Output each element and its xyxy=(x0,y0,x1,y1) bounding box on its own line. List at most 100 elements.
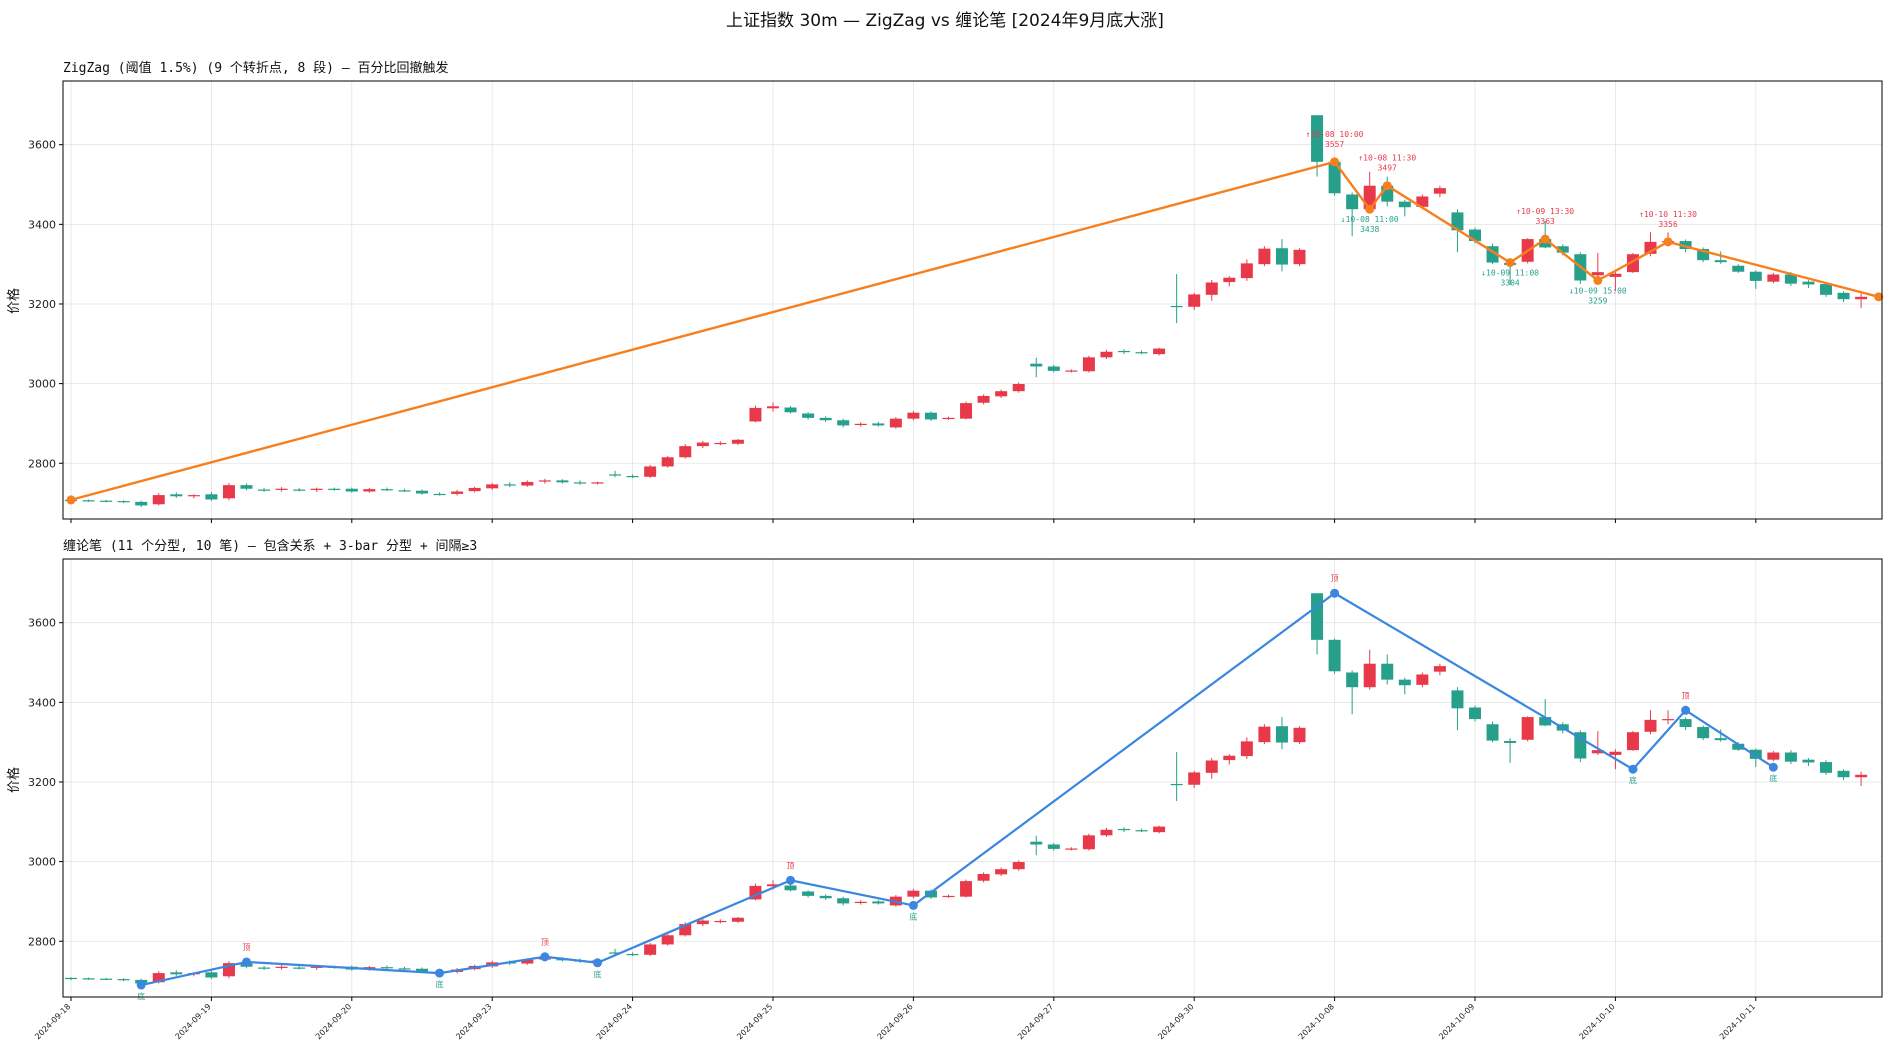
candle-body xyxy=(1065,848,1078,850)
candle-body xyxy=(1732,743,1745,750)
candle-body xyxy=(626,953,639,956)
candle-body xyxy=(1679,719,1692,728)
candle-body xyxy=(1328,639,1341,672)
zigzag-pivot-point xyxy=(1540,234,1550,244)
candle-body xyxy=(679,446,692,458)
x-tick-label: 2024-09-23 xyxy=(454,1002,493,1041)
candle-body xyxy=(749,407,762,422)
y-tick-label: 3000 xyxy=(28,378,56,391)
candle-body xyxy=(1012,384,1025,392)
zigzag-pivot-price-label: 3557 xyxy=(1325,140,1344,149)
candle-body xyxy=(1539,717,1552,726)
candle-body xyxy=(1100,829,1113,836)
candle-body xyxy=(1381,663,1394,680)
candle-body xyxy=(1398,679,1411,686)
bi-panel-title: 缠论笔 (11 个分型, 10 笔) — 包含关系 + 3-bar 分型 + 间… xyxy=(63,538,477,554)
zigzag-pivot-price-label: 3259 xyxy=(1588,296,1607,305)
candle-body xyxy=(872,423,885,426)
candle-body xyxy=(1697,727,1710,739)
zigzag-panel-title: ZigZag (阈值 1.5%) (9 个转折点, 8 段) — 百分比回撤触发 xyxy=(63,60,449,76)
candle-body xyxy=(100,500,113,502)
x-tick-label: 2024-09-26 xyxy=(876,1002,915,1041)
candle-body xyxy=(1433,188,1446,194)
candle-body xyxy=(626,475,639,478)
candle-body xyxy=(363,489,376,492)
candle-body xyxy=(591,482,604,484)
candle-body xyxy=(1363,663,1376,688)
candle-body xyxy=(1609,751,1622,755)
bottom-fractal-label: 底 xyxy=(1629,775,1637,785)
candle-body xyxy=(1644,719,1657,732)
zigzag-pivot-time-label: ↑10-08 10:00 xyxy=(1306,130,1364,139)
candle-body xyxy=(1118,350,1130,353)
candle-body xyxy=(1258,248,1271,265)
candle-body xyxy=(416,490,428,494)
candle-body xyxy=(977,395,990,403)
candle-body xyxy=(889,418,902,428)
bi-fractal-point xyxy=(1628,764,1638,774)
candle-body xyxy=(784,407,797,413)
candle-body xyxy=(152,973,165,983)
zigzag-pivot-point xyxy=(1365,204,1375,214)
candle-body xyxy=(293,489,306,491)
candle-body xyxy=(1082,835,1095,850)
candle-body xyxy=(1223,277,1236,283)
candle-body xyxy=(1714,738,1727,741)
candle-body xyxy=(942,895,955,898)
candle-body xyxy=(1223,755,1236,761)
candle-body xyxy=(1118,828,1130,831)
bottom-fractal-label: 底 xyxy=(436,979,444,989)
candle-body xyxy=(1451,690,1464,709)
candle-body xyxy=(1697,249,1710,261)
zigzag-pivot-time-label: ↓10-09 15:00 xyxy=(1569,286,1627,295)
candle-body xyxy=(380,489,393,491)
candle-body xyxy=(380,967,393,969)
zigzag-pivot-point xyxy=(1505,258,1515,268)
candle-body xyxy=(1240,741,1253,757)
y-tick-label: 3400 xyxy=(28,218,56,231)
candle-body xyxy=(117,501,130,503)
zigzag-axes-frame xyxy=(62,80,1883,520)
candle-body xyxy=(1784,752,1797,762)
candle-body xyxy=(696,442,709,447)
x-tick-label: 2024-10-11 xyxy=(1718,1002,1757,1041)
candle-body xyxy=(187,495,200,497)
candle-body xyxy=(1398,201,1411,208)
zigzag-pivot-time-label: ↑10-10 11:30 xyxy=(1639,210,1697,219)
bi-line xyxy=(140,591,1774,987)
candle-body xyxy=(1714,260,1727,263)
bi-fractal-point xyxy=(435,968,445,978)
candle-body xyxy=(293,967,306,969)
zigzag-pivot-point xyxy=(1663,237,1673,247)
bi-y-axis-label: 价格 xyxy=(6,767,22,793)
zigzag-pivot-time-label: ↓10-09 11:00 xyxy=(1481,269,1539,278)
x-tick-label: 2024-09-27 xyxy=(1016,1002,1055,1041)
bi-fractal-point xyxy=(908,900,918,910)
candle-body xyxy=(1855,296,1868,300)
candle-body xyxy=(819,417,832,421)
candle-body xyxy=(995,391,1008,397)
y-tick-label: 2800 xyxy=(28,935,56,948)
candle-body xyxy=(644,466,657,477)
zigzag-grid xyxy=(63,81,1882,519)
zigzag-pivot-price-label: 3363 xyxy=(1536,217,1555,226)
candle-body xyxy=(1837,770,1850,778)
candle-body xyxy=(310,488,323,490)
candle-body xyxy=(1662,719,1675,721)
candle-body xyxy=(398,490,411,492)
x-tick-label: 2024-09-20 xyxy=(314,1002,353,1041)
candle-body xyxy=(872,901,885,904)
candle-body xyxy=(1047,366,1060,371)
candle-body xyxy=(1065,370,1078,372)
candle-body xyxy=(1820,284,1832,295)
bottom-fractal-label: 底 xyxy=(1769,773,1777,783)
zigzag-pivot-price-label: 3356 xyxy=(1658,220,1677,229)
candle-body xyxy=(1100,351,1113,358)
bottom-fractal-label: 底 xyxy=(594,969,602,979)
x-axis-ticks: 2024-09-18 2024-09-19 2024-09-20 2024-09-23… xyxy=(33,1002,1757,1041)
candle-body xyxy=(521,481,534,486)
candle-body xyxy=(1767,274,1780,282)
candle-body xyxy=(1170,305,1183,308)
bi-fractal-point xyxy=(786,875,796,885)
